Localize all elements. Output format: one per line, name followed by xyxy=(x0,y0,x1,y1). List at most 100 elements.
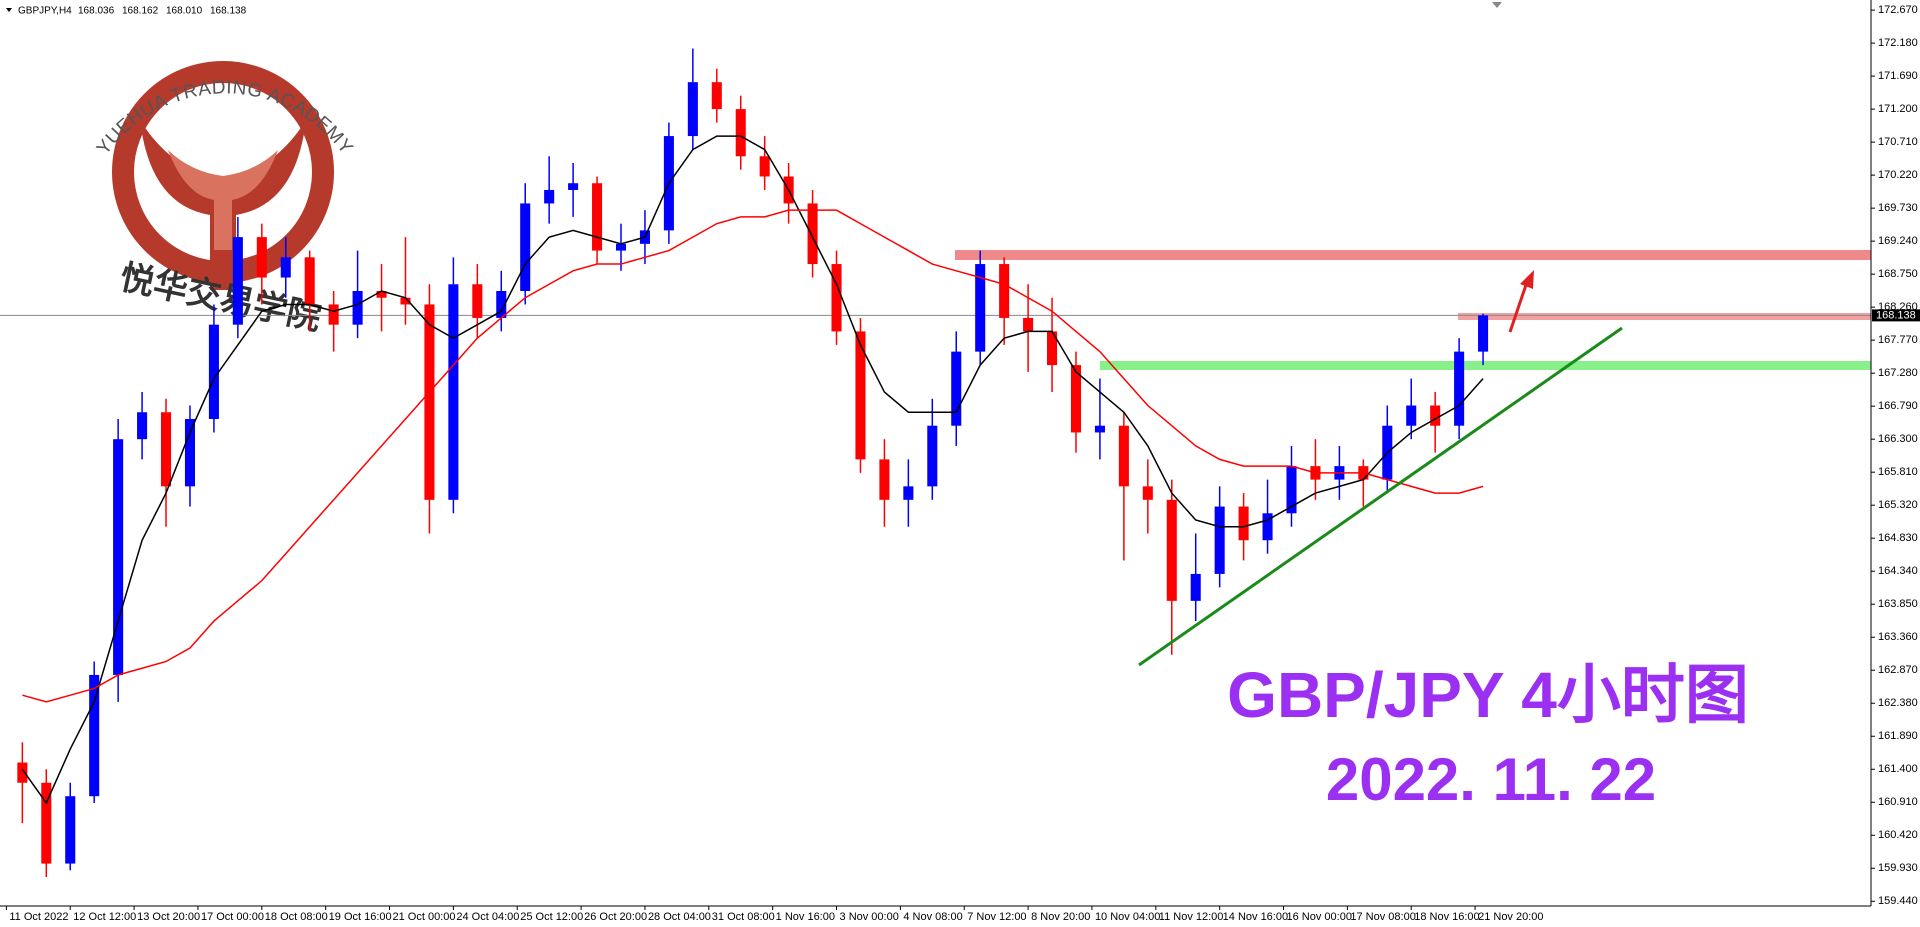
candle-body xyxy=(999,264,1010,318)
x-tick-label: 1 Nov 16:00 xyxy=(776,911,835,923)
arrow-shaft xyxy=(1508,281,1529,333)
y-tick-label: 166.790 xyxy=(1878,400,1918,412)
candle-body xyxy=(1023,317,1034,332)
support-zone xyxy=(1100,361,1871,370)
candle-body xyxy=(280,257,291,278)
y-tick-label: 164.830 xyxy=(1878,532,1918,544)
candle-body xyxy=(1070,365,1082,433)
candle-body xyxy=(1262,513,1273,541)
candle-body xyxy=(496,290,507,318)
candle-body xyxy=(1118,425,1129,487)
moving-average xyxy=(22,209,1484,703)
y-tick-label: 167.280 xyxy=(1878,367,1918,379)
candle-body xyxy=(448,284,459,500)
candle-body xyxy=(208,324,219,419)
candle-body xyxy=(879,459,890,500)
candle-body xyxy=(568,183,579,190)
annotation-date: 2022. 11. 22 xyxy=(1326,746,1656,813)
candle-body xyxy=(615,243,627,251)
candle-body xyxy=(1478,315,1489,352)
chart-title: GBPJPY,H4 xyxy=(18,6,72,17)
y-tick-label: 167.770 xyxy=(1878,334,1918,346)
y-tick-label: 164.340 xyxy=(1878,565,1918,577)
menu-marker xyxy=(6,8,12,12)
candle-body xyxy=(831,264,842,332)
candle-body xyxy=(304,257,315,305)
x-tick-label: 18 Oct 08:00 xyxy=(265,911,328,923)
logo-emblem-inner xyxy=(168,150,278,250)
candle-body xyxy=(17,762,28,783)
x-tick-label: 18 Nov 16:00 xyxy=(1414,911,1479,923)
candle-body xyxy=(184,418,196,487)
y-tick-label: 171.200 xyxy=(1878,103,1918,115)
y-tick-label: 168.750 xyxy=(1878,268,1918,280)
x-tick-label: 8 Nov 20:00 xyxy=(1031,911,1090,923)
candle-body xyxy=(687,82,698,137)
candle-body xyxy=(137,412,148,440)
arrow-head xyxy=(1520,270,1534,289)
y-tick-label: 160.420 xyxy=(1878,829,1918,841)
x-tick-label: 17 Oct 00:00 xyxy=(201,911,264,923)
candle-body xyxy=(544,189,555,204)
plot xyxy=(0,48,1871,878)
candle-body xyxy=(1454,351,1465,426)
candle-body xyxy=(352,290,363,325)
candle-body xyxy=(1047,331,1058,366)
candle-body xyxy=(592,183,603,251)
y-tick-label: 172.670 xyxy=(1878,4,1918,16)
y-tick-label: 160.910 xyxy=(1878,796,1918,808)
header-value: 168.036 xyxy=(78,6,115,17)
y-tick-label: 159.440 xyxy=(1878,895,1918,907)
trend-line xyxy=(1138,326,1623,667)
candle-body xyxy=(855,331,866,460)
y-tick-label: 170.710 xyxy=(1878,136,1918,148)
candle-body xyxy=(759,156,770,177)
logo: YUEHUA TRADING ACADEMY 悦华交易学院 xyxy=(93,61,356,338)
y-tick-label: 161.400 xyxy=(1878,763,1918,775)
x-tick-label: 12 Oct 12:00 xyxy=(73,911,136,923)
y-tick-label: 159.930 xyxy=(1878,862,1918,874)
candle-body xyxy=(951,351,962,426)
y-tick-label: 170.220 xyxy=(1878,169,1918,181)
y-tick-label: 166.300 xyxy=(1878,433,1918,445)
candle-body xyxy=(400,297,411,305)
y-tick-label: 162.870 xyxy=(1878,664,1918,676)
header-value: 168.010 xyxy=(166,6,203,17)
candle-body xyxy=(256,237,267,278)
y-tick-label: 165.320 xyxy=(1878,499,1918,511)
x-tick-label: 19 Oct 16:00 xyxy=(329,911,392,923)
y-tick-label: 161.890 xyxy=(1878,730,1918,742)
y-tick-label: 171.690 xyxy=(1878,70,1918,82)
candle-body xyxy=(735,109,746,157)
y-tick-label: 172.180 xyxy=(1878,37,1918,49)
x-tick-label: 26 Oct 20:00 xyxy=(584,911,647,923)
candle-body xyxy=(113,439,124,675)
resistance-zone xyxy=(1458,313,1871,320)
candle-body xyxy=(1286,466,1297,514)
resistance-zone xyxy=(955,250,1871,260)
candle-body xyxy=(328,304,339,325)
y-tick-label: 165.810 xyxy=(1878,466,1918,478)
trade-marker xyxy=(1492,2,1502,8)
header-value: 168.138 xyxy=(210,6,247,17)
x-tick-label: 7 Nov 12:00 xyxy=(967,911,1026,923)
candle-body xyxy=(472,284,483,318)
candle-body xyxy=(424,304,435,500)
moving-average xyxy=(21,135,1484,805)
current-price-label: 168.138 xyxy=(1876,309,1916,321)
candle-body xyxy=(975,264,986,352)
annotation-title: GBP/JPY 4小时图 xyxy=(1227,659,1749,731)
x-tick-label: 11 Oct 2022 xyxy=(9,911,68,923)
candle-body xyxy=(807,203,818,265)
x-tick-label: 21 Oct 00:00 xyxy=(393,911,456,923)
y-tick-label: 163.360 xyxy=(1878,631,1918,643)
candle-body xyxy=(41,782,52,864)
candle-body xyxy=(1214,506,1225,574)
candle-body xyxy=(89,674,100,797)
candle-body xyxy=(1142,486,1153,500)
candle-body xyxy=(1094,425,1105,433)
x-tick-label: 28 Oct 04:00 xyxy=(648,911,711,923)
x-tick-label: 14 Nov 16:00 xyxy=(1223,911,1288,923)
